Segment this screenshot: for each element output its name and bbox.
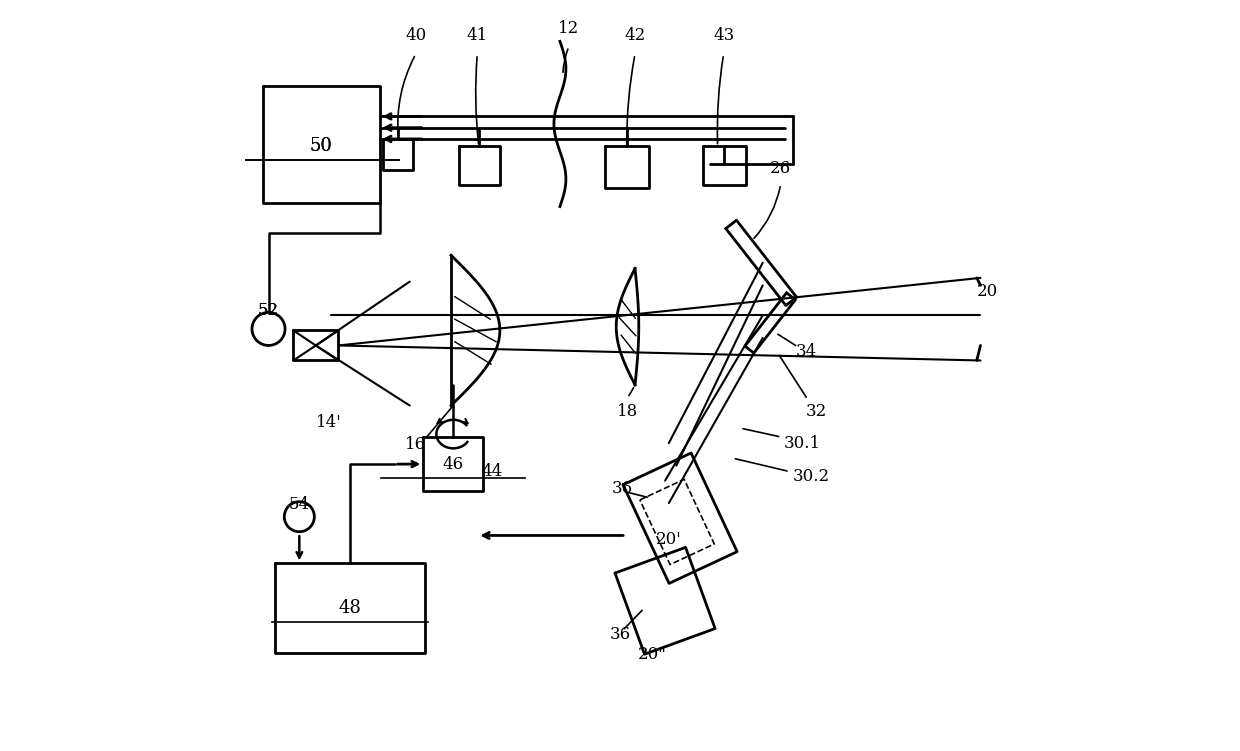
Text: 52: 52 [258, 302, 279, 318]
Text: 42: 42 [625, 27, 646, 44]
Text: 40: 40 [405, 27, 427, 44]
Text: 34: 34 [796, 343, 817, 360]
Text: 36: 36 [609, 626, 631, 643]
Text: 26: 26 [770, 161, 791, 177]
Text: 50: 50 [310, 137, 332, 155]
Text: 44: 44 [481, 463, 502, 480]
Text: 14': 14' [316, 414, 341, 430]
Text: 20: 20 [977, 283, 998, 300]
Text: 46: 46 [443, 457, 464, 473]
Text: 54: 54 [289, 496, 310, 513]
Text: 32: 32 [806, 403, 827, 420]
Text: 48: 48 [339, 599, 361, 617]
Text: 20': 20' [656, 531, 682, 547]
Text: 20": 20" [637, 647, 667, 663]
Text: 36: 36 [611, 480, 632, 496]
Text: 52: 52 [258, 302, 279, 318]
Text: 41: 41 [466, 27, 487, 44]
Text: 16: 16 [405, 436, 427, 453]
Text: 30.2: 30.2 [792, 469, 830, 485]
Text: 18: 18 [616, 403, 639, 420]
Text: 50: 50 [310, 137, 332, 155]
Text: 43: 43 [713, 27, 734, 44]
Text: 30.1: 30.1 [784, 435, 821, 451]
Text: 12: 12 [558, 20, 579, 37]
